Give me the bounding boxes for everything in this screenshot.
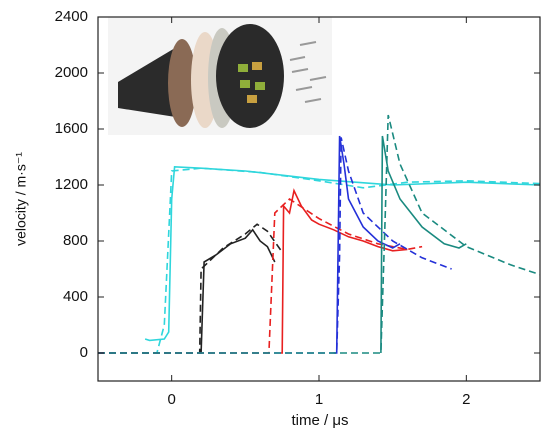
series-line bbox=[280, 188, 408, 354]
x-tick-label: 2 bbox=[462, 391, 470, 408]
y-tick-label: 400 bbox=[63, 288, 88, 305]
inset-image bbox=[108, 17, 332, 135]
series-line bbox=[98, 167, 541, 354]
projectile bbox=[238, 64, 248, 72]
y-axis-label: velocity / m·s⁻¹ bbox=[13, 152, 29, 246]
x-tick-label: 1 bbox=[315, 391, 323, 408]
projectile bbox=[255, 82, 265, 90]
projectile bbox=[252, 62, 262, 70]
x-tick-label: 0 bbox=[167, 391, 175, 408]
y-tick-label: 1600 bbox=[55, 120, 88, 137]
nozzle bbox=[118, 48, 182, 118]
series-line bbox=[98, 114, 541, 354]
y-tick-label: 0 bbox=[80, 344, 88, 361]
series-line bbox=[380, 135, 467, 354]
series-line bbox=[98, 223, 283, 354]
projectile bbox=[247, 95, 257, 103]
x-axis-label: time / μs bbox=[292, 412, 349, 429]
ring bbox=[168, 39, 196, 127]
y-tick-label: 800 bbox=[63, 232, 88, 249]
series-line bbox=[199, 228, 276, 354]
flying-projectiles bbox=[289, 41, 327, 103]
y-tick-label: 2400 bbox=[55, 8, 88, 25]
series-line bbox=[333, 135, 401, 354]
y-tick-label: 2000 bbox=[55, 64, 88, 81]
series-line bbox=[98, 137, 452, 354]
series-line bbox=[98, 197, 423, 354]
y-tick-label: 1200 bbox=[55, 176, 88, 193]
projectile bbox=[240, 80, 250, 88]
series-line bbox=[144, 165, 541, 342]
face bbox=[216, 24, 284, 128]
